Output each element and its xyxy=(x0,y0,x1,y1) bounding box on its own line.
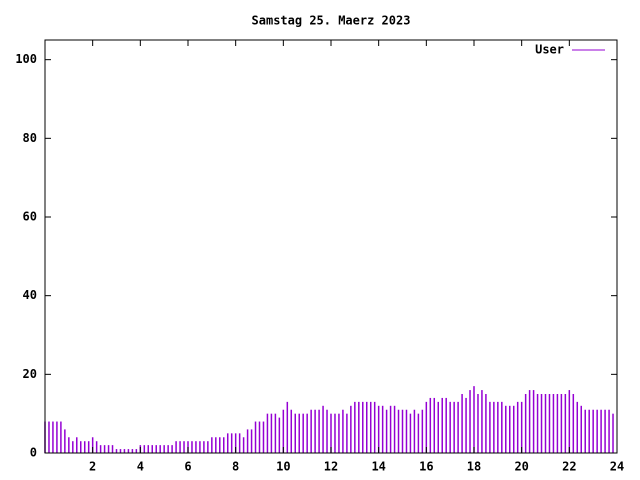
y-tick-label: 40 xyxy=(23,288,37,302)
chart-title: Samstag 25. Maerz 2023 xyxy=(252,14,411,28)
x-tick-label: 22 xyxy=(562,460,576,474)
x-tick-label: 20 xyxy=(514,460,528,474)
x-tick-label: 18 xyxy=(467,460,481,474)
x-tick-label: 8 xyxy=(232,460,239,474)
y-tick-label: 20 xyxy=(23,367,37,381)
y-tick-label: 100 xyxy=(15,52,37,66)
x-tick-label: 4 xyxy=(137,460,144,474)
y-tick-label: 80 xyxy=(23,131,37,145)
x-tick-label: 14 xyxy=(371,460,385,474)
x-tick-label: 6 xyxy=(184,460,191,474)
y-tick-label: 0 xyxy=(30,446,37,460)
x-tick-label: 16 xyxy=(419,460,433,474)
x-tick-label: 2 xyxy=(89,460,96,474)
x-tick-label: 12 xyxy=(324,460,338,474)
y-tick-label: 60 xyxy=(23,210,37,224)
legend-label: User xyxy=(535,43,564,57)
x-tick-label: 24 xyxy=(610,460,624,474)
x-tick-label: 10 xyxy=(276,460,290,474)
